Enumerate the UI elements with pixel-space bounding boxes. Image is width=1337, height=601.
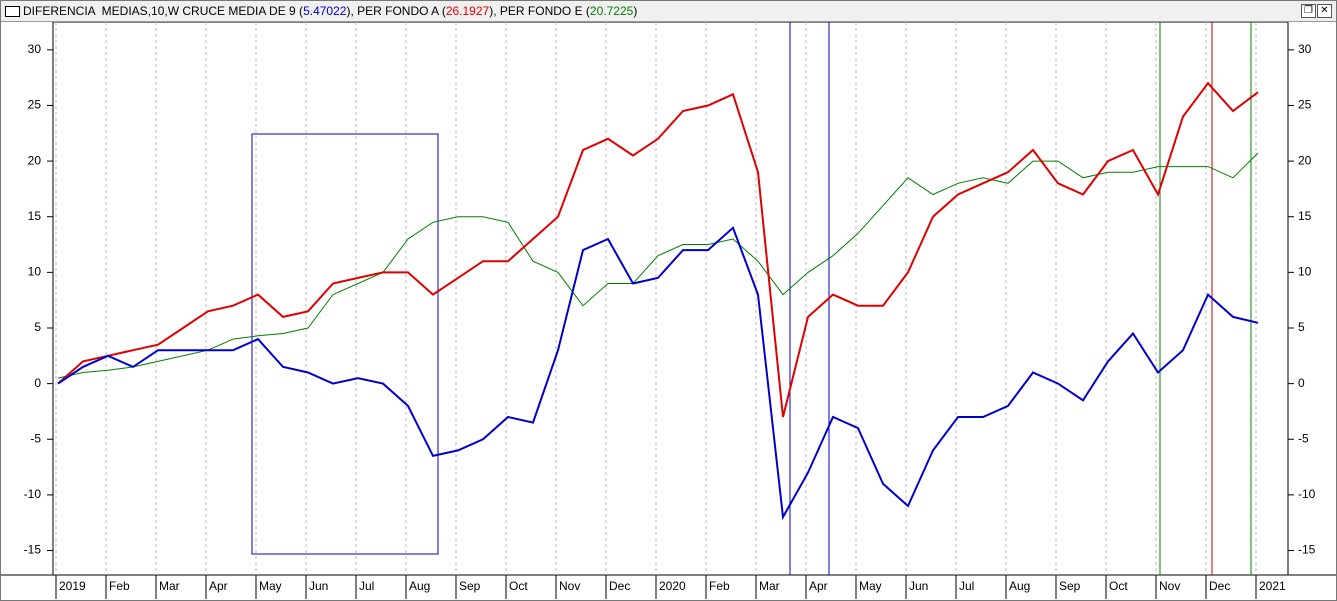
legend-label: PER FONDO E — [499, 4, 583, 18]
series-line — [57, 152, 1259, 379]
y-tick-label: 20 — [28, 153, 42, 167]
x-tick-label: Dec — [609, 579, 630, 593]
y-tick-label: 5 — [34, 320, 41, 334]
y2-tick-label: 15 — [1298, 209, 1312, 223]
x-tick-label: Nov — [559, 579, 580, 593]
x-tick-label: Sep — [1059, 579, 1081, 593]
x-tick-label: Jul — [959, 579, 974, 593]
x-tick-label: Jun — [909, 579, 928, 593]
x-tick-label: Sep — [459, 579, 481, 593]
y-tick-label: 30 — [28, 42, 42, 56]
title-bar: DIFERENCIA MEDIAS,10,W CRUCE MEDIA DE 9 … — [1, 1, 1336, 22]
y2-tick-label: -15 — [1298, 543, 1316, 557]
close-button[interactable]: ✕ — [1317, 4, 1332, 18]
x-tick-label: Dec — [1209, 579, 1230, 593]
y2-tick-label: -10 — [1298, 487, 1316, 501]
y-tick-label: 0 — [34, 376, 41, 390]
x-tick-label: Feb — [109, 579, 130, 593]
window-icon — [5, 6, 20, 17]
x-tick-label: May — [259, 579, 282, 593]
legend-label: PER FONDO A — [357, 4, 439, 18]
x-tick-label: Oct — [509, 579, 528, 593]
x-tick-label: Mar — [759, 579, 780, 593]
restore-button[interactable]: ❐ — [1301, 4, 1316, 18]
plot-area — [52, 22, 1289, 576]
legend: DIFERENCIA MEDIAS,10,W CRUCE MEDIA DE 9 … — [23, 4, 638, 18]
x-tick-label: 2019 — [59, 579, 86, 593]
x-tick-label: Aug — [1009, 579, 1030, 593]
y2-tick-label: 20 — [1298, 153, 1312, 167]
x-tick-label: Oct — [1109, 579, 1128, 593]
x-tick-label: Nov — [1159, 579, 1180, 593]
y2-tick-label: -5 — [1298, 431, 1309, 445]
y-tick-label: -5 — [30, 431, 41, 445]
x-tick-label: Apr — [809, 579, 828, 593]
legend-value: 26.1927 — [445, 4, 490, 18]
x-tick-label: Mar — [159, 579, 180, 593]
series-line — [57, 226, 1259, 521]
x-tick-label: Apr — [209, 579, 228, 593]
legend-value: 20.7225 — [589, 4, 634, 18]
x-tick-label: Feb — [709, 579, 730, 593]
y2-tick-label: 30 — [1298, 42, 1312, 56]
y2-tick-label: 0 — [1298, 376, 1305, 390]
x-tick-label: 2021 — [1259, 579, 1286, 593]
x-tick-label: Jul — [359, 579, 374, 593]
y2-tick-label: 10 — [1298, 265, 1312, 279]
x-tick-label: 2020 — [659, 579, 686, 593]
x-tick-label: Aug — [409, 579, 430, 593]
y-tick-label: -15 — [24, 543, 42, 557]
legend-label: DIFERENCIA MEDIAS,10,W CRUCE MEDIA DE 9 — [23, 4, 296, 18]
y2-tick-label: 5 — [1298, 320, 1305, 334]
x-tick-label: Jun — [309, 579, 328, 593]
y-tick-label: 10 — [28, 265, 42, 279]
y-tick-label: 15 — [28, 209, 42, 223]
y2-tick-label: 25 — [1298, 98, 1312, 112]
x-tick-label: May — [859, 579, 882, 593]
legend-value: 5.47022 — [303, 4, 347, 18]
selection-rectangle — [251, 133, 439, 555]
y-tick-label: 25 — [28, 98, 42, 112]
y-tick-label: -10 — [24, 487, 42, 501]
series-line — [57, 81, 1259, 418]
